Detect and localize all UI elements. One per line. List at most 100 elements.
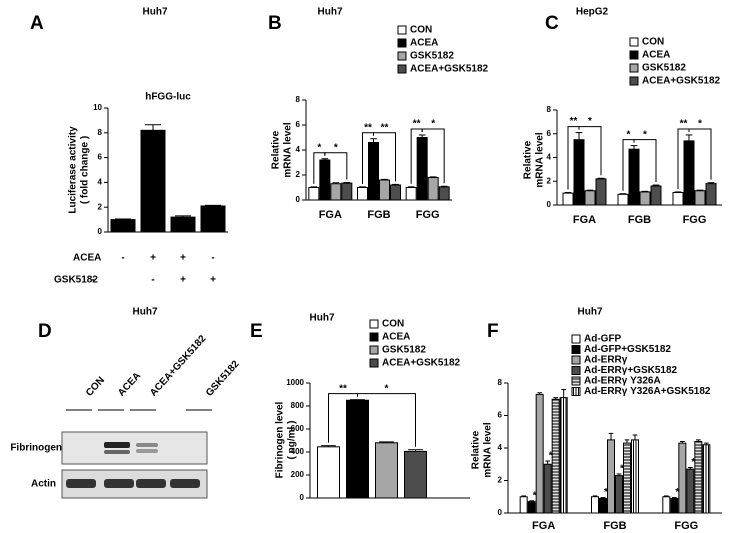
y-axis-label: mRNA level [535, 132, 546, 187]
bar [427, 177, 439, 201]
y-tick-label: 8 [98, 128, 103, 137]
significance-label: * [675, 487, 679, 498]
significance-bracket [421, 128, 445, 184]
y-tick-label: 0 [300, 493, 305, 502]
y-tick-label: 6 [547, 129, 552, 138]
bar [670, 497, 679, 514]
legend-swatch [369, 358, 379, 368]
panel-letter: F [487, 321, 499, 342]
x-tick-label: FGB [367, 209, 390, 221]
significance-bracket [357, 393, 416, 447]
significance-label: * [604, 487, 608, 498]
bar [573, 139, 585, 206]
y-tick-label: 800 [291, 401, 305, 410]
chart-title: Huh7 [318, 7, 343, 18]
y-tick-label: 6 [498, 411, 503, 420]
bar [702, 444, 711, 514]
legend-label: CON [410, 25, 432, 36]
y-axis-label: ( fold change ) [80, 136, 91, 204]
bar [375, 442, 398, 499]
bar [599, 497, 607, 514]
legend-label: GSK5182 [410, 51, 454, 62]
legend-swatch [397, 51, 407, 61]
legend-swatch [369, 319, 379, 329]
bar [543, 463, 552, 514]
bar [617, 193, 629, 206]
legend-swatch [571, 355, 581, 365]
legend-swatch [571, 345, 581, 354]
bar [650, 185, 662, 206]
bar [672, 192, 684, 206]
treatment-label: ACEA [73, 253, 101, 264]
significance-label: ** [381, 122, 389, 133]
significance-label: * [588, 116, 592, 127]
legend-label: Ad-ERRγ+GSK5182 [584, 365, 678, 376]
bar [562, 192, 574, 206]
y-tick-label: 2 [547, 176, 552, 185]
bar [405, 187, 417, 201]
legend-label: CON [382, 319, 404, 330]
x-tick-label: FGA [532, 520, 555, 532]
x-tick-label: FGG [683, 214, 707, 226]
treatment-sign: - [121, 253, 124, 264]
legend-label: ACEA [642, 50, 670, 61]
y-tick-label: 600 [291, 424, 305, 433]
band [66, 479, 96, 488]
bar [683, 140, 695, 206]
bar [368, 142, 379, 201]
panel-letter: E [250, 321, 263, 342]
bar [200, 205, 226, 233]
legend-label: ACEA [382, 332, 410, 343]
y-tick-label: 0 [498, 508, 503, 517]
legend-label: CON [642, 37, 664, 48]
legend-swatch [629, 37, 639, 47]
legend-swatch [397, 38, 407, 48]
band [136, 443, 158, 447]
treatment-sign: - [151, 275, 154, 286]
bar [341, 182, 353, 201]
lane-label: ACEA+GSK5182 [148, 333, 209, 399]
significance-bracket [324, 152, 348, 180]
x-tick-label: FGB [628, 214, 651, 226]
y-tick-label: 1000 [286, 378, 304, 387]
significance-bracket [578, 126, 602, 176]
treatment-sign: - [91, 275, 94, 286]
treatment-sign: + [150, 253, 156, 264]
legend-swatch [629, 63, 639, 73]
bar [705, 183, 717, 206]
legend-swatch [571, 334, 581, 344]
bar [308, 187, 320, 201]
significance-label: ** [680, 119, 688, 130]
chart-title: Huh7 [310, 313, 335, 324]
significance-label: ** [413, 119, 421, 130]
y-tick-label: 6 [296, 120, 301, 129]
lane-label: ACEA [116, 370, 143, 398]
legend-label: ACEA+GSK5182 [410, 64, 489, 75]
y-tick-label: 4 [296, 145, 301, 154]
significance-label: * [431, 119, 435, 130]
bar [140, 129, 166, 233]
significance-bracket [688, 128, 712, 180]
treatment-sign: - [211, 253, 214, 264]
bar [527, 501, 536, 514]
panel-letter: B [268, 13, 282, 34]
significance-label: * [385, 383, 389, 394]
y-tick-label: 0 [296, 195, 301, 204]
lane-label: GSK5182 [204, 358, 242, 398]
bar [628, 148, 640, 206]
row-label: Fibrinogen [10, 443, 62, 454]
y-tick-label: 8 [498, 378, 503, 387]
y-axis-label: Luciferase activity [68, 126, 79, 214]
bar [623, 442, 631, 514]
legend-swatch [397, 64, 407, 74]
y-tick-label: 2 [296, 170, 301, 179]
y-axis-label: mRNA level [283, 122, 294, 177]
y-tick-label: 400 [291, 447, 305, 456]
significance-label: * [643, 129, 647, 140]
bar [438, 186, 450, 201]
y-axis-label: mRNA level [483, 422, 494, 477]
chart-title: HepG2 [576, 7, 609, 18]
significance-label: * [691, 457, 695, 468]
x-tick-label: FGG [674, 520, 698, 532]
legend-swatch [629, 50, 639, 60]
